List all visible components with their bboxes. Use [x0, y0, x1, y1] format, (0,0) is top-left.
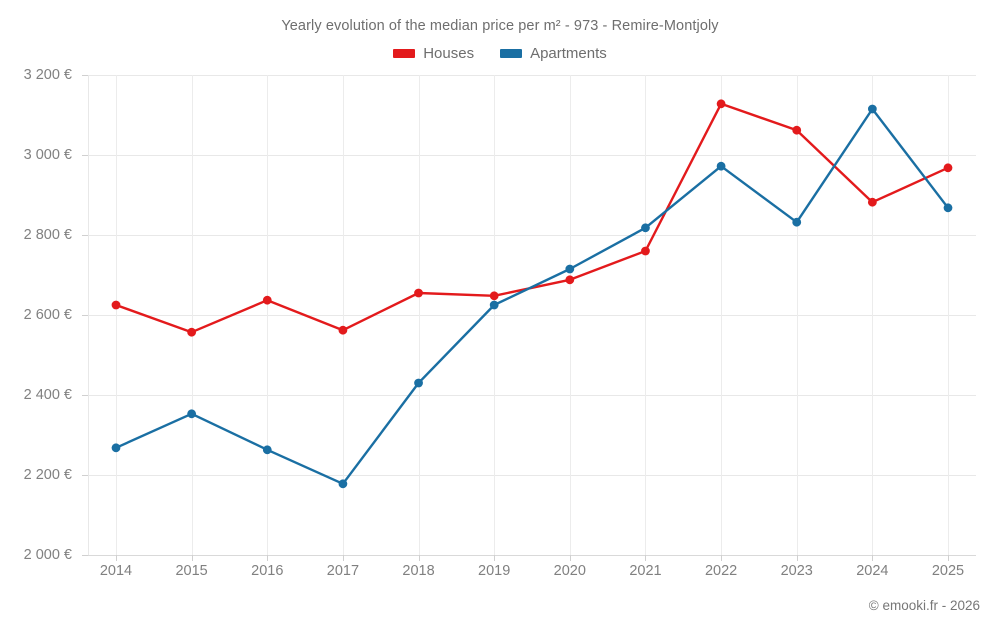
legend-label-apartments: Apartments: [530, 45, 607, 62]
y-axis-tick-label: 2 600 €: [23, 307, 72, 323]
y-axis-tick-mark: [82, 235, 88, 236]
x-axis-tick-mark: [418, 555, 420, 561]
chart-title: Yearly evolution of the median price per…: [281, 18, 719, 34]
gridline-horizontal: [88, 395, 976, 396]
x-axis-tick-label: 2022: [704, 563, 738, 579]
data-point[interactable]: [792, 125, 802, 135]
x-axis-tick-mark: [191, 555, 193, 561]
x-axis-tick-label: 2017: [326, 563, 360, 579]
gridline-horizontal: [88, 235, 976, 236]
x-axis-tick-mark: [116, 555, 117, 561]
gridline-vertical: [418, 75, 420, 555]
legend-swatch-houses: [393, 49, 416, 58]
y-axis-tick-mark: [82, 395, 88, 396]
data-point[interactable]: [111, 300, 121, 310]
gridline-vertical: [948, 75, 949, 555]
gridline-horizontal: [88, 155, 976, 156]
y-axis-tick-mark: [82, 475, 88, 476]
gridline-vertical: [191, 75, 193, 555]
data-point[interactable]: [338, 325, 348, 335]
data-point[interactable]: [111, 443, 121, 453]
x-axis-tick-mark: [569, 555, 571, 561]
data-point[interactable]: [338, 479, 348, 489]
legend-item-apartments[interactable]: Apartments: [500, 45, 607, 62]
data-point[interactable]: [792, 217, 802, 227]
y-axis-tick-label: 2 000 €: [23, 547, 72, 563]
x-axis-tick-mark: [267, 555, 269, 561]
x-axis-tick-label: 2023: [780, 563, 813, 579]
gridline-vertical: [267, 75, 269, 555]
data-point[interactable]: [867, 104, 877, 114]
y-axis-tick-label: 2 200 €: [23, 467, 72, 483]
gridline-vertical: [645, 75, 647, 555]
x-axis-tick-mark: [721, 555, 723, 561]
gridline-vertical: [494, 75, 496, 555]
y-axis-line: [88, 75, 89, 555]
x-axis-tick-label: 2015: [175, 563, 208, 579]
x-axis-tick-label: 2018: [402, 563, 435, 579]
gridline-vertical: [721, 75, 723, 555]
data-point[interactable]: [716, 99, 726, 109]
gridline-horizontal: [88, 315, 976, 316]
gridline-vertical: [872, 75, 874, 555]
y-axis-tick-mark: [82, 75, 88, 76]
series-line-houses: [114, 102, 950, 334]
data-point[interactable]: [187, 409, 197, 419]
data-point[interactable]: [565, 264, 575, 274]
x-axis-tick-label: 2019: [478, 563, 511, 579]
gridline-horizontal: [88, 475, 976, 476]
legend-item-houses[interactable]: Houses: [393, 45, 474, 62]
x-axis-tick-mark: [645, 555, 647, 561]
x-axis-tick-label: 2016: [251, 563, 284, 579]
x-axis-line: [88, 555, 976, 556]
data-point[interactable]: [565, 275, 575, 285]
gridline-vertical: [569, 75, 571, 555]
data-point[interactable]: [262, 295, 272, 305]
data-point[interactable]: [414, 288, 423, 298]
data-point[interactable]: [943, 203, 953, 213]
x-axis-tick-label: 2024: [856, 563, 889, 579]
gridline-vertical: [796, 75, 798, 555]
gridline-horizontal: [88, 75, 976, 76]
x-axis-tick-label: 2021: [629, 563, 662, 579]
y-axis-tick-mark: [82, 155, 88, 156]
series-line-apartments: [114, 107, 950, 485]
y-axis-tick-label: 2 800 €: [23, 227, 72, 243]
gridline-vertical: [342, 75, 344, 555]
data-point[interactable]: [641, 223, 650, 233]
x-axis-tick-label: 2014: [99, 563, 133, 579]
data-point[interactable]: [262, 445, 272, 455]
data-point[interactable]: [414, 378, 423, 388]
x-axis-tick-mark: [872, 555, 874, 561]
chart-legend: Houses Apartments: [0, 45, 1000, 62]
y-axis-tick-mark: [82, 315, 88, 316]
data-point[interactable]: [641, 246, 650, 256]
x-axis-tick-mark: [342, 555, 344, 561]
x-axis-tick-mark: [494, 555, 496, 561]
data-point[interactable]: [867, 197, 877, 207]
y-axis-tick-label: 3 000 €: [23, 147, 72, 163]
legend-swatch-apartments: [500, 49, 523, 58]
footer-credit: © emooki.fr - 2026: [868, 598, 980, 613]
y-axis-tick-mark: [82, 555, 88, 556]
data-point[interactable]: [943, 163, 953, 173]
data-point[interactable]: [489, 300, 499, 310]
x-axis-tick-mark: [796, 555, 798, 561]
data-point[interactable]: [489, 291, 499, 301]
x-axis-tick-mark: [948, 555, 949, 561]
data-point[interactable]: [716, 161, 726, 171]
y-axis-tick-label: 2 400 €: [23, 387, 72, 403]
y-axis-tick-label: 3 200 €: [23, 67, 72, 83]
data-point[interactable]: [187, 327, 197, 337]
x-axis-tick-label: 2020: [553, 563, 586, 579]
legend-label-houses: Houses: [423, 45, 475, 62]
gridline-vertical: [116, 75, 117, 555]
x-axis-tick-label: 2025: [931, 563, 965, 579]
